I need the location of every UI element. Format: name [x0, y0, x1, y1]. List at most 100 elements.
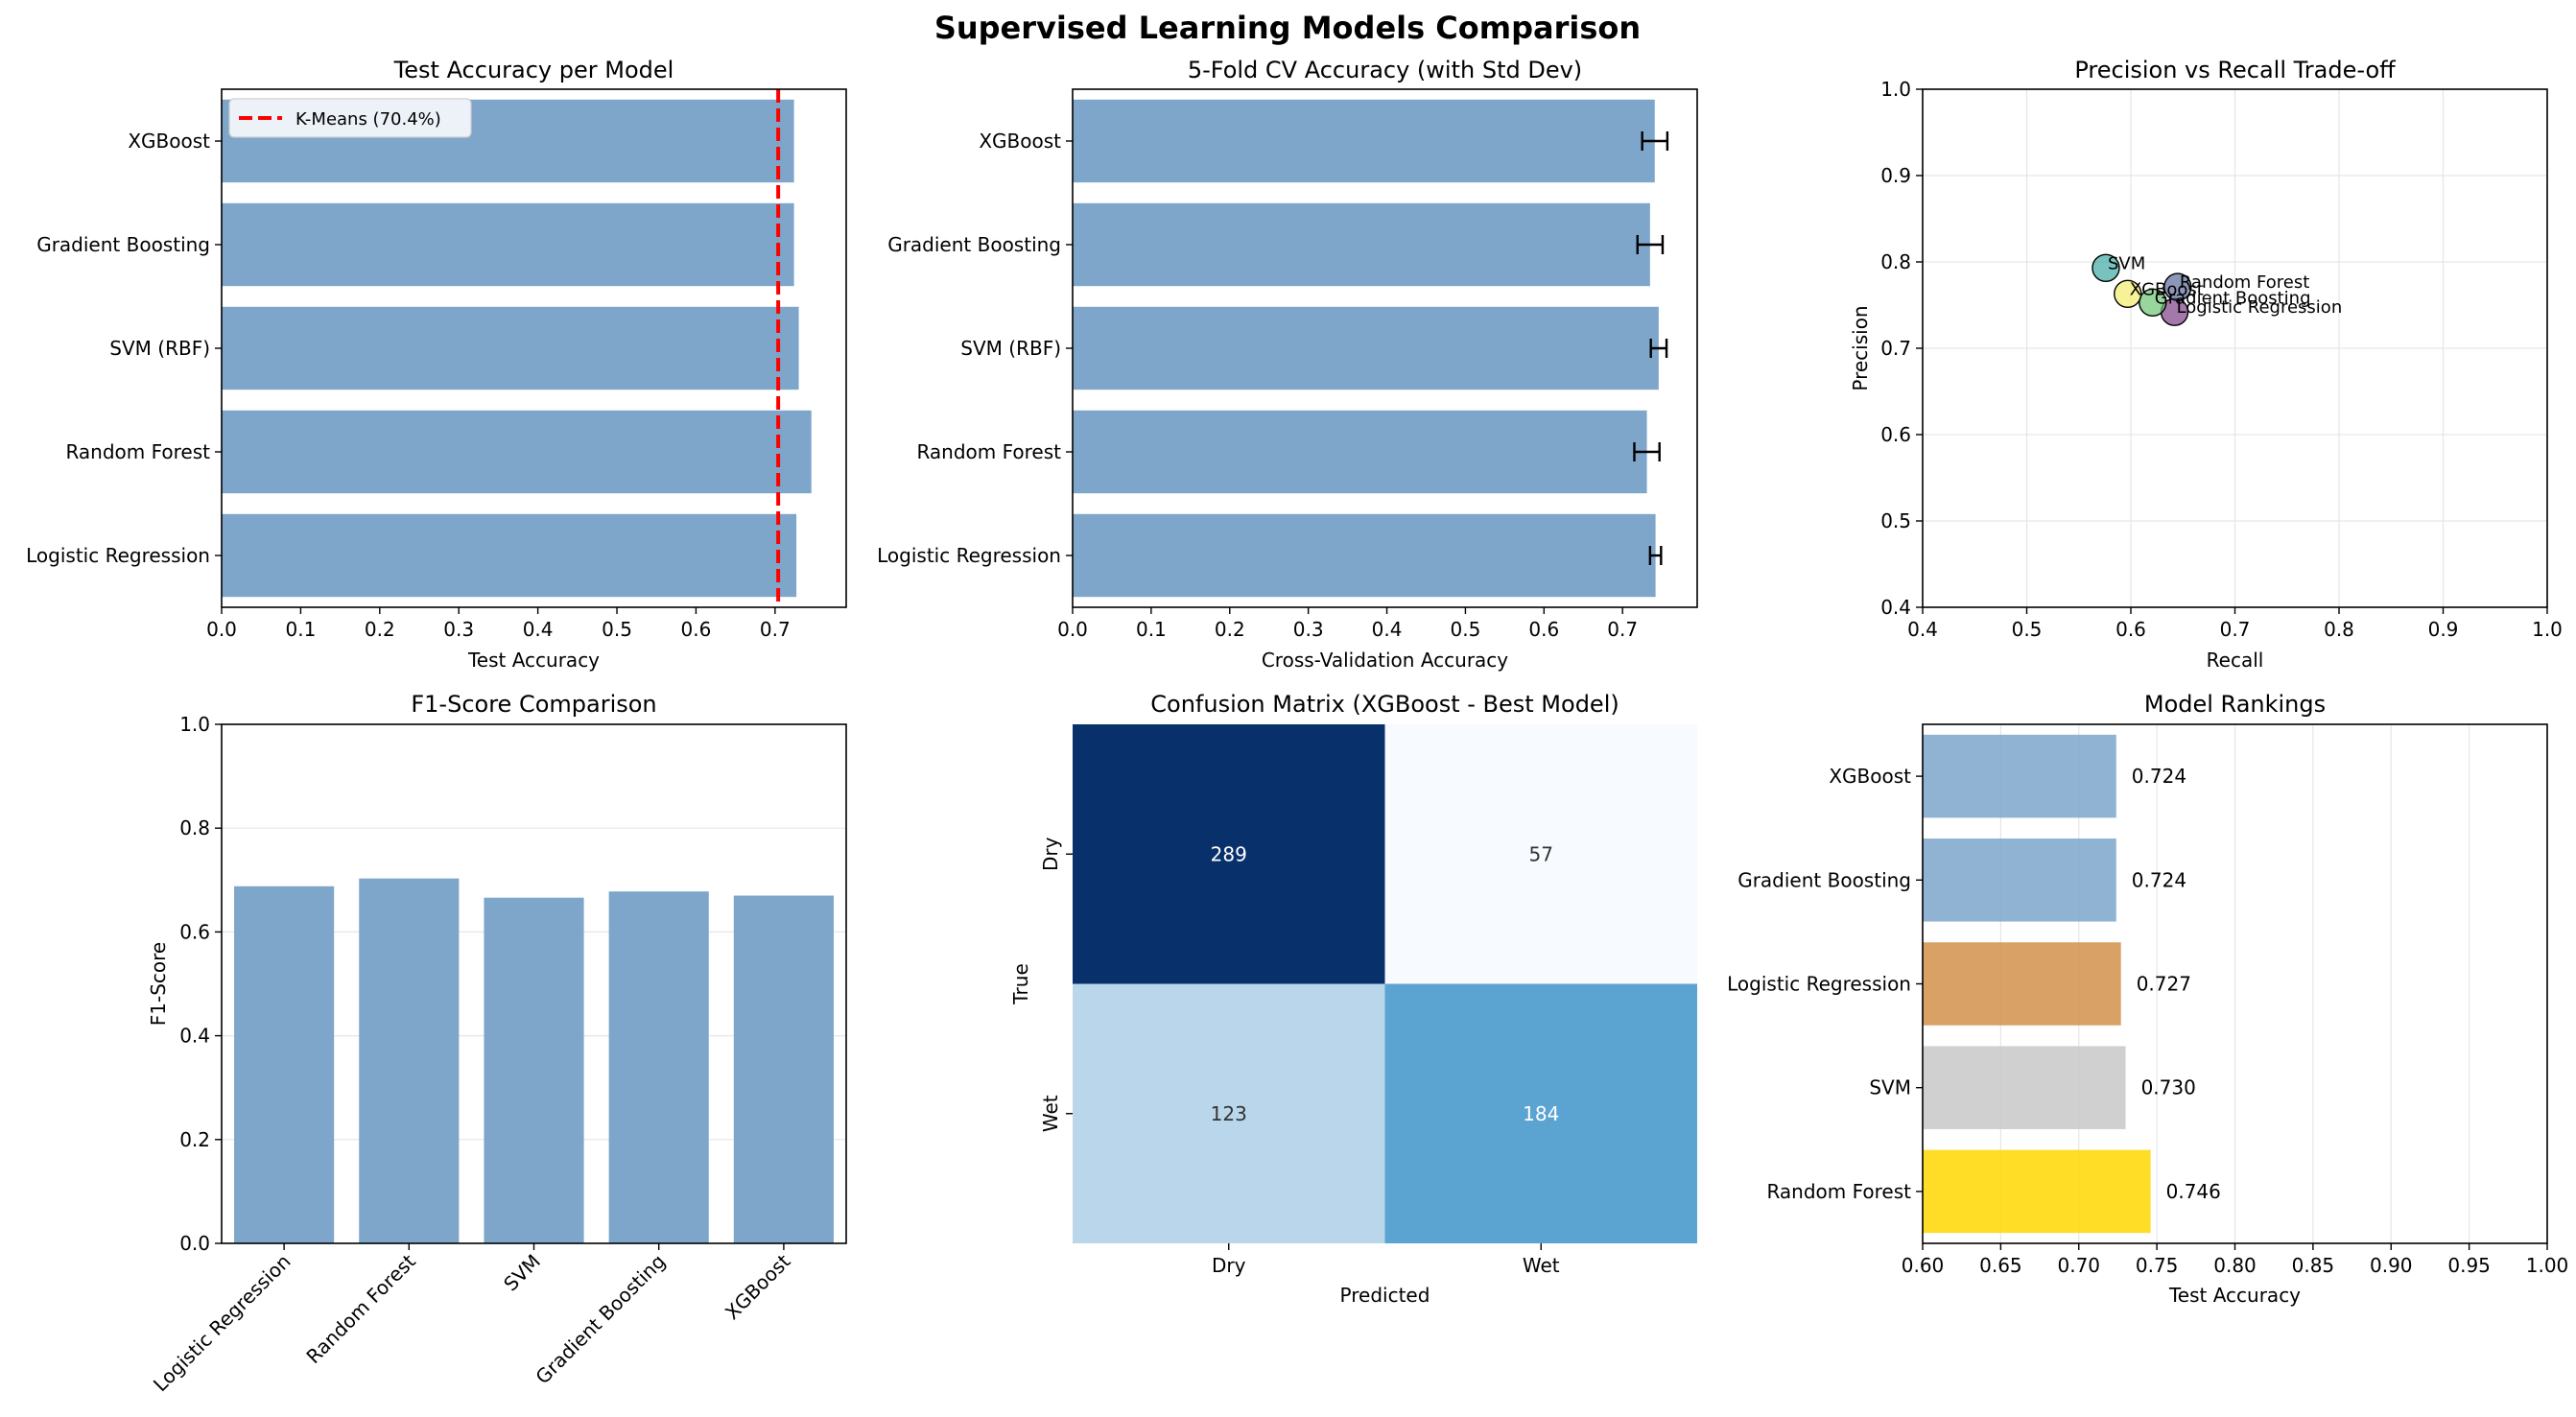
- x-tick-label: 0.7: [760, 618, 791, 641]
- y-tick-label: Random Forest: [916, 440, 1061, 463]
- bar: [222, 306, 799, 390]
- x-tick-label: 0.85: [2292, 1254, 2335, 1277]
- x-tick-label: 0.1: [1136, 618, 1167, 641]
- value-label: 0.730: [2141, 1076, 2196, 1099]
- y-tick-label: Random Forest: [65, 440, 210, 463]
- x-tick-label: 1.00: [2526, 1254, 2569, 1277]
- bar: [1923, 1149, 2151, 1234]
- y-tick-label: Logistic Regression: [26, 544, 210, 567]
- axes-frame: [221, 723, 847, 1244]
- value-label: 0.727: [2137, 973, 2191, 996]
- scatter-point: [2114, 279, 2142, 308]
- y-tick-label: Gradient Boosting: [887, 233, 1061, 256]
- y-tick-label: 0.8: [1880, 250, 1911, 273]
- heatmap-cell: [1384, 983, 1697, 1243]
- x-tick-label: 0.6: [1528, 618, 1559, 641]
- bar: [234, 886, 335, 1243]
- x-tick-label: 0.75: [2136, 1254, 2179, 1277]
- panel-test-accuracy: Logistic Regression Random Forest SVM (RBF…: [26, 57, 847, 672]
- value-label: 0.746: [2166, 1180, 2221, 1203]
- x-axis-label: Test Accuracy: [2168, 1284, 2301, 1307]
- y-tick-label: Gradient Boosting: [1737, 868, 1911, 891]
- axes-frame: [221, 88, 847, 608]
- x-tick-label: 0.70: [2057, 1254, 2100, 1277]
- bar: [733, 895, 834, 1243]
- heatmap-cell: [1073, 724, 1385, 984]
- y-tick-label: Gradient Boosting: [36, 233, 210, 256]
- x-tick-label: 0.3: [443, 618, 474, 641]
- bar: [1923, 734, 2116, 818]
- legend-box: [228, 98, 472, 138]
- x-tick-label: 0.65: [1979, 1254, 2022, 1277]
- bar: [1923, 942, 2121, 1026]
- x-tick-label: 0.1: [285, 618, 316, 641]
- x-axis-label: Recall: [2207, 649, 2264, 672]
- y-tick-label: 0.2: [179, 1128, 210, 1151]
- y-tick-label: 0.7: [1880, 337, 1911, 360]
- panel-title: Model Rankings: [2144, 691, 2326, 718]
- bar: [222, 202, 794, 287]
- x-tick-label: 0.9: [2428, 618, 2459, 641]
- legend-label: K-Means (70.4%): [295, 109, 441, 130]
- x-tick-label: 0.0: [206, 618, 237, 641]
- y-tick-label: 0.4: [1880, 596, 1911, 619]
- bar: [1923, 1046, 2126, 1129]
- value-label: 0.724: [2132, 868, 2186, 891]
- panel-title: Test Accuracy per Model: [393, 57, 674, 83]
- bar: [222, 410, 812, 494]
- x-tick-label: 0.7: [2220, 618, 2251, 641]
- y-tick-label: Dry: [1039, 837, 1062, 871]
- heatmap-cell: [1073, 983, 1385, 1243]
- x-tick-label: 0.2: [1215, 618, 1245, 641]
- panel-model-rankings: 0.746 Random Forest 0.730 SVM 0.727 Logistic …: [1727, 691, 2568, 1307]
- x-tick-label: 0.5: [602, 618, 632, 641]
- y-tick-label: 0.0: [179, 1232, 210, 1255]
- x-tick-label: 0.0: [1057, 618, 1088, 641]
- bar: [1073, 202, 1650, 287]
- bar: [359, 878, 460, 1243]
- y-tick-label: XGBoost: [1829, 765, 1911, 788]
- x-tick-label: 0.6: [681, 618, 712, 641]
- x-tick-label: 0.6: [2115, 618, 2146, 641]
- y-tick-label: 0.6: [1880, 423, 1911, 446]
- y-tick-label: 0.5: [1880, 509, 1911, 532]
- x-axis-label: Predicted: [1340, 1284, 1430, 1307]
- y-tick-label: XGBoost: [128, 130, 210, 153]
- x-tick-label: 0.4: [523, 618, 554, 641]
- bar: [1073, 410, 1647, 494]
- cell-value: 123: [1211, 1102, 1247, 1125]
- value-label: 0.724: [2132, 765, 2186, 788]
- y-tick-label: 0.9: [1880, 164, 1911, 187]
- x-tick-label: Wet: [1523, 1254, 1560, 1277]
- x-axis-label: Cross-Validation Accuracy: [1262, 649, 1508, 672]
- panel-title: F1-Score Comparison: [411, 691, 656, 718]
- y-tick-label: Random Forest: [1766, 1180, 1911, 1203]
- x-tick-label: 0.2: [365, 618, 395, 641]
- x-tick-label: 0.5: [2012, 618, 2043, 641]
- x-tick-label: 0.90: [2370, 1254, 2413, 1277]
- y-axis-label: F1-Score: [147, 942, 170, 1026]
- bar: [484, 897, 584, 1243]
- point-label: Logistic Regression: [2177, 297, 2343, 318]
- panel-cv-accuracy: Logistic Regression Random Forest SVM (RBF…: [877, 57, 1698, 672]
- panel-title: Confusion Matrix (XGBoost - Best Model): [1150, 691, 1619, 718]
- bar: [1073, 99, 1655, 183]
- panel-confusion-matrix: 289 57 123 184 Dry Wet Dry Wet Confusion Matrix …: [1009, 691, 1697, 1307]
- y-tick-label: 1.0: [179, 713, 210, 736]
- y-tick-label: SVM: [1869, 1076, 1911, 1099]
- x-tick-label: 0.4: [1372, 618, 1403, 641]
- figure-title: Supervised Learning Models Comparison: [934, 10, 1641, 46]
- panel-title: 5-Fold CV Accuracy (with Std Dev): [1188, 57, 1582, 83]
- y-tick-label: SVM (RBF): [960, 337, 1061, 360]
- y-tick-label: 0.4: [179, 1025, 210, 1048]
- point-label: Gradient Boosting: [2155, 288, 2311, 308]
- y-tick-label: XGBoost: [979, 130, 1061, 153]
- bar: [222, 513, 797, 598]
- y-axis-label: Precision: [1849, 305, 1872, 390]
- cell-value: 289: [1211, 842, 1247, 865]
- heatmap-cell: [1384, 724, 1697, 984]
- x-tick-label: 0.5: [1451, 618, 1481, 641]
- point-label: XGBoost: [2130, 279, 2204, 299]
- scatter-point: [2163, 272, 2192, 301]
- bar: [1073, 513, 1656, 598]
